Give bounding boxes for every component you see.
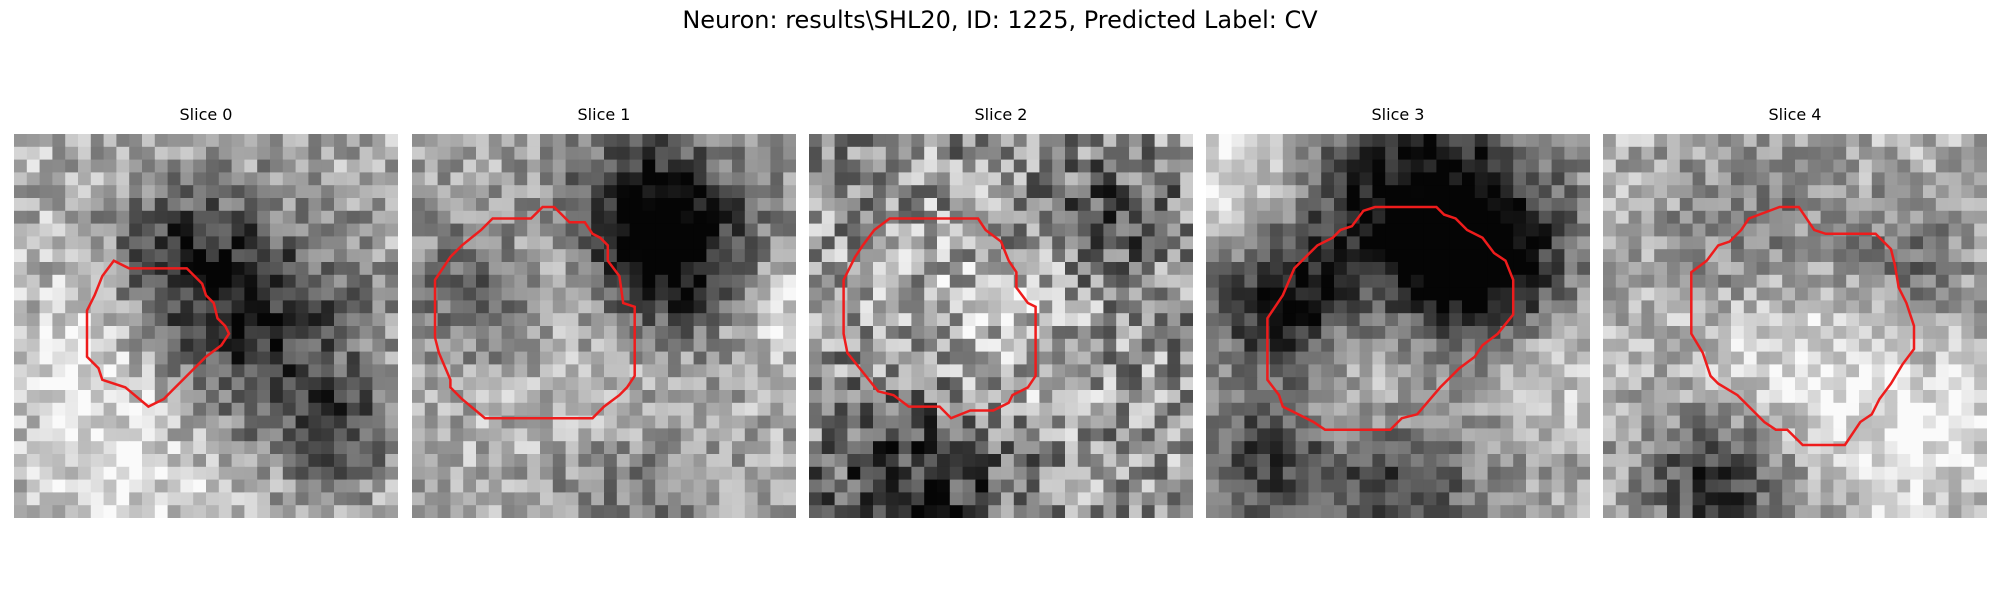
slice-title-4: Slice 4 bbox=[1768, 105, 1822, 124]
slice-title-1: Slice 1 bbox=[577, 105, 631, 124]
slice-image-3 bbox=[1206, 134, 1590, 518]
red-contour bbox=[1690, 205, 1916, 447]
red-contour bbox=[433, 205, 636, 420]
grayscale-pixel-grid bbox=[809, 134, 1193, 518]
grayscale-pixel-grid bbox=[412, 134, 796, 518]
slice-image-4 bbox=[1603, 134, 1987, 518]
red-contour bbox=[85, 259, 231, 409]
slice-title-0: Slice 0 bbox=[179, 105, 233, 124]
slice-title-3: Slice 3 bbox=[1371, 105, 1425, 124]
slice-image-0 bbox=[14, 134, 398, 518]
slice-image-2 bbox=[809, 134, 1193, 518]
grayscale-pixel-grid bbox=[1206, 134, 1590, 518]
slice-title-2: Slice 2 bbox=[974, 105, 1028, 124]
slice-image-1 bbox=[412, 134, 796, 518]
figure-title: Neuron: results\SHL20, ID: 1225, Predict… bbox=[682, 6, 1318, 34]
grayscale-pixel-grid bbox=[14, 134, 398, 518]
red-contour bbox=[842, 217, 1037, 420]
red-contour bbox=[1266, 205, 1515, 431]
grayscale-pixel-grid bbox=[1603, 134, 1987, 518]
